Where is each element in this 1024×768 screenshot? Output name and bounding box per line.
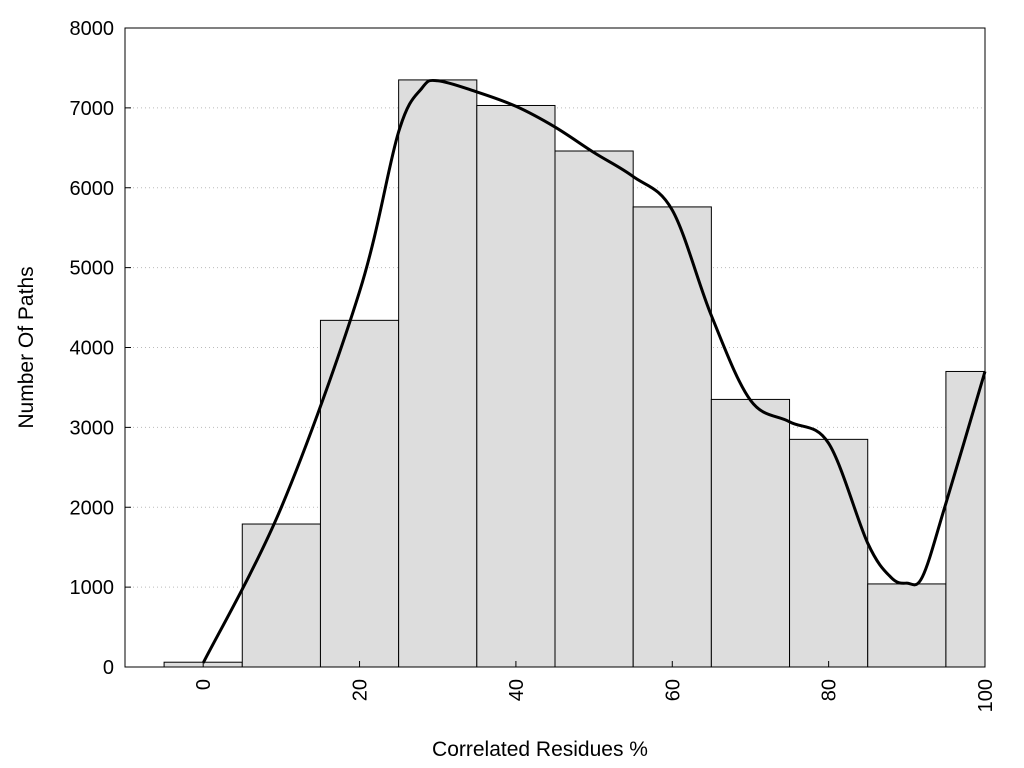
y-tick-label: 7000	[70, 98, 115, 120]
y-tick-label: 6000	[70, 178, 115, 200]
x-axis-title: Correlated Residues %	[432, 738, 648, 761]
histogram-bar	[945, 370, 986, 668]
y-tick-label: 4000	[70, 338, 115, 360]
x-tick-label: 60	[662, 679, 684, 701]
y-tick-label: 8000	[70, 18, 115, 40]
x-tick-label: 40	[506, 679, 528, 701]
histogram-bars	[163, 79, 986, 668]
y-tick-label: 2000	[70, 497, 115, 519]
density-curve-layer	[201, 78, 987, 664]
histogram-bar	[632, 206, 712, 668]
histogram-bar	[710, 398, 791, 668]
histogram-bar	[789, 438, 869, 668]
histogram-bar	[398, 79, 478, 668]
x-tick-label: 0	[193, 679, 215, 690]
histogram-bar	[241, 523, 321, 668]
x-tick-label: 20	[350, 679, 372, 701]
histogram-bar	[867, 583, 947, 668]
histogram-bar	[476, 104, 556, 668]
density-curve	[201, 78, 987, 664]
x-axis-ticks: 0 20 40 60 80 100	[193, 661, 997, 712]
y-tick-label: 5000	[70, 258, 115, 280]
y-axis-ticks: 0 1000 2000 3000 4000 5000 6000 7000 8000	[70, 18, 131, 679]
y-tick-label: 0	[103, 657, 114, 679]
y-axis-title: Number Of Paths	[15, 266, 38, 428]
histogram-bar	[319, 319, 400, 668]
x-tick-label: 80	[819, 679, 841, 701]
histogram-bar	[554, 150, 634, 668]
x-tick-label: 100	[975, 679, 997, 712]
y-tick-label: 3000	[70, 417, 115, 439]
y-tick-label: 1000	[70, 577, 115, 599]
